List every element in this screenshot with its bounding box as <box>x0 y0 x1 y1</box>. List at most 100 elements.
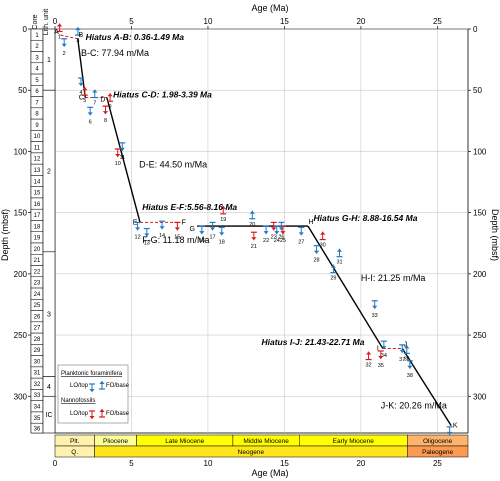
hiatus-label: Hiatus G-H: 8.88-16.54 Ma <box>314 213 418 223</box>
core-column: 1234567891011121314151617181920212223242… <box>30 28 44 434</box>
sedimentation-segment <box>307 225 384 349</box>
core-number: 32 <box>34 382 41 388</box>
timescale: Plt. Pliocene Late Miocene Middle Miocene Ea… <box>54 434 469 458</box>
legend-nanno-lo-arrow-head <box>89 416 95 419</box>
datum-label: 5 <box>83 98 86 104</box>
y-axis-title-right: Depth (mbsf) <box>490 209 500 261</box>
datum-arrow-head <box>135 227 141 231</box>
datum-arrow-head <box>336 248 343 252</box>
datum-arrow-head <box>61 43 67 47</box>
age-model-point-label: H <box>308 219 313 226</box>
datum-arrow-head <box>381 346 387 350</box>
lith-unit-label: 4 <box>47 384 51 391</box>
datum-1: 1 <box>56 23 63 40</box>
core-number: 7 <box>35 100 39 106</box>
y-tick-label-right: 250 <box>473 331 487 340</box>
sedimentation-rate-label: F-G: 11.18 m/Ma <box>142 235 209 245</box>
datum-label: 4 <box>79 90 82 96</box>
datum-arrow-head <box>220 205 226 209</box>
hiatus-label: Hiatus E-F:5.56-8.16 Ma <box>142 202 237 212</box>
x-tick-label-bottom: 25 <box>433 459 442 468</box>
y-tick-label-left: 300 <box>14 392 28 401</box>
datum-arrow-head <box>330 264 336 268</box>
epoch-label: Early Miocene <box>333 438 375 445</box>
legend-nanno-lo-label: LO/top <box>70 411 89 417</box>
age-model-point-label: I <box>377 346 379 353</box>
datum-arrow-head <box>87 112 93 116</box>
datum-14: 14 <box>159 220 165 239</box>
core-number: 36 <box>34 426 41 432</box>
datum-label: 8 <box>104 118 107 124</box>
age-model-point-label: F <box>182 219 186 226</box>
datum-arrow-head <box>280 231 286 235</box>
datum-33: 33 <box>372 300 378 319</box>
hiatus-label: Hiatus I-J: 21.43-22.71 Ma <box>262 337 365 347</box>
core-number: 9 <box>35 123 39 129</box>
datum-arrow-head <box>447 431 453 435</box>
datum-arrow-head <box>274 231 280 235</box>
core-number: 18 <box>34 224 41 230</box>
datum-4: 4 <box>78 77 85 96</box>
x-tick-label-bottom: 20 <box>356 459 365 468</box>
datum-37: 37 <box>399 344 405 363</box>
datum-13: 13 <box>144 227 150 247</box>
datum-label: 31 <box>336 260 342 266</box>
datum-label: 19 <box>220 217 226 223</box>
core-number: 2 <box>35 44 39 50</box>
core-number: 28 <box>34 337 41 343</box>
datum-label: 26 <box>278 234 284 240</box>
datum-label: 17 <box>209 234 215 240</box>
datum-15: 15 <box>174 221 180 240</box>
y-tick-label-left: 100 <box>14 147 28 156</box>
datum-arrow-head <box>199 231 205 235</box>
datum-label: 25 <box>280 238 286 244</box>
y-tick-label-right: 0 <box>473 25 478 34</box>
datum-arrow-head <box>115 153 121 157</box>
datum-arrow-head <box>298 232 304 236</box>
datum-28: 28 <box>314 245 320 264</box>
datum-label: 15 <box>174 234 180 240</box>
legend-nanno-title: Nannofossils <box>61 398 95 404</box>
datum-label: 33 <box>372 313 378 319</box>
datum-label: 6 <box>89 119 92 125</box>
datum-label: 27 <box>298 239 304 245</box>
datum-label: 28 <box>314 258 320 264</box>
core-number: 3 <box>35 55 39 61</box>
core-number: 24 <box>34 292 41 298</box>
legend-box <box>57 364 129 424</box>
y-tick-label-right: 150 <box>473 209 487 218</box>
core-number: 27 <box>34 326 41 332</box>
hiatus-line <box>60 34 78 40</box>
datum-32: 32 <box>366 351 372 369</box>
legend-foram-lo-label: LO/top <box>70 383 89 389</box>
datum-arrow-head <box>219 232 225 236</box>
core-number: 13 <box>34 168 41 174</box>
epoch-label: Middle Miocene <box>243 438 289 445</box>
datum-arrow-head <box>372 305 378 309</box>
period-label: Paleogene <box>422 449 453 456</box>
datum-arrow-head <box>378 355 384 359</box>
core-number: 34 <box>34 405 41 411</box>
lith-unit-label: 2 <box>47 169 51 176</box>
x-tick-label-top: 20 <box>356 17 365 26</box>
age-model-point-label: D <box>100 97 105 104</box>
datum-6: 6 <box>87 106 94 125</box>
datum-label: 35 <box>378 363 384 369</box>
epoch-label: Pliocene <box>103 438 128 445</box>
core-number: 17 <box>34 213 41 219</box>
legend-nanno-fo-label: FO/base <box>106 411 130 417</box>
y-tick-label-right: 300 <box>473 392 487 401</box>
y-tick-label-left: 150 <box>14 209 28 218</box>
epoch-label: Oligocene <box>423 438 453 445</box>
legend-foram-lo-arrow-head <box>89 389 95 392</box>
datum-label: 12 <box>135 234 141 240</box>
age-model-point-label: K <box>453 423 458 430</box>
hiatus-label: Hiatus A-B: 0.36-1.49 Ma <box>86 32 185 42</box>
x-tick-label-top: 0 <box>53 17 58 26</box>
datum-30: 30 <box>320 231 326 249</box>
legend-foram-fo-label: FO/base <box>106 383 130 389</box>
epoch-label: Late Miocene <box>165 438 204 445</box>
datum-20: 20 <box>249 210 255 228</box>
core-number: 33 <box>34 393 41 399</box>
